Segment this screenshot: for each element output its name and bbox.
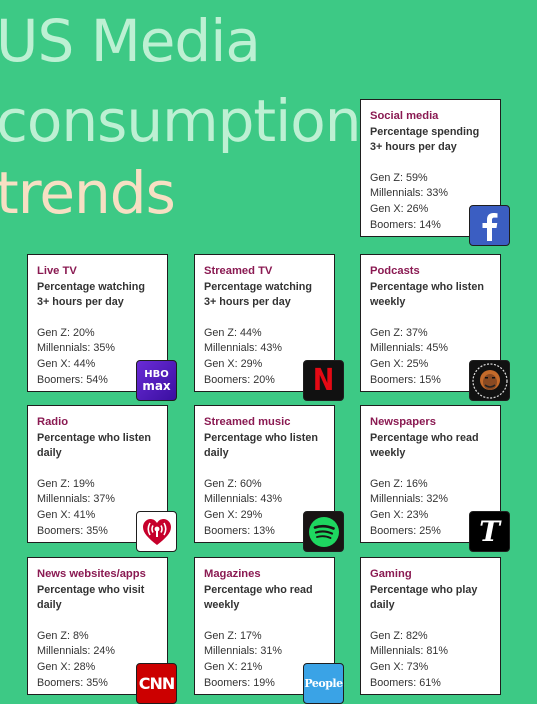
title-line-2: consumption <box>0 87 362 155</box>
spotify-logo <box>303 511 344 552</box>
card-live-tv: Live TV Percentage watching 3+ hours per… <box>27 254 177 401</box>
card-description: Percentage who listen daily <box>37 431 151 460</box>
stat-gen-x: Gen X: 26% <box>370 202 429 215</box>
card-title: Streamed TV <box>204 265 273 277</box>
new-york-times-logo: T <box>469 511 510 552</box>
card-title: News websites/apps <box>37 568 146 580</box>
stat-millennials: Millennials: 45% <box>370 342 449 355</box>
stat-gen-x: Gen X: 23% <box>370 508 429 521</box>
hbo-logo-text: HBO <box>144 368 169 380</box>
stat-gen-z: Gen Z: 8% <box>37 629 89 642</box>
card-description: Percentage who listen daily <box>204 431 318 460</box>
stat-boomers: Boomers: 13% <box>204 524 275 537</box>
stat-gen-x: Gen X: 28% <box>37 660 96 673</box>
card-radio: Radio Percentage who listen daily Gen Z:… <box>27 405 177 552</box>
card-streamed-music: Streamed music Percentage who listen dai… <box>194 405 344 552</box>
facebook-logo <box>469 205 510 246</box>
stat-boomers: Boomers: 20% <box>204 373 275 386</box>
nyt-t-glyph: T <box>479 514 500 548</box>
card-title: Podcasts <box>370 265 420 277</box>
card-title: Streamed music <box>204 416 291 428</box>
card-title: Live TV <box>37 265 77 277</box>
stat-millennials: Millennials: 24% <box>37 645 116 658</box>
stat-gen-z: Gen Z: 44% <box>204 326 262 339</box>
card-description: Percentage who read weekly <box>204 583 313 612</box>
stat-gen-x: Gen X: 25% <box>370 357 429 370</box>
stat-gen-x: Gen X: 29% <box>204 357 263 370</box>
stat-boomers: Boomers: 54% <box>37 373 108 386</box>
card-title: Radio <box>37 416 69 428</box>
iheartradio-logo <box>136 511 177 552</box>
stat-millennials: Millennials: 81% <box>370 645 449 658</box>
card-description: Percentage who visit daily <box>37 583 145 612</box>
stat-gen-z: Gen Z: 59% <box>370 171 428 184</box>
stat-boomers: Boomers: 35% <box>37 524 108 537</box>
card-description: Percentage watching 3+ hours per day <box>37 280 146 309</box>
stat-millennials: Millennials: 37% <box>37 493 116 506</box>
stat-boomers: Boomers: 25% <box>370 524 441 537</box>
card-magazines: Magazines Percentage who read weekly Gen… <box>194 557 344 704</box>
card-description: Percentage who listen weekly <box>370 280 484 309</box>
stat-millennials: Millennials: 35% <box>37 342 116 355</box>
cnn-logo: CNN <box>136 663 177 704</box>
card-title: Social media <box>370 110 439 122</box>
stat-gen-z: Gen Z: 16% <box>370 477 428 490</box>
people-logo: People <box>303 663 344 704</box>
stat-millennials: Millennials: 32% <box>370 493 449 506</box>
stat-gen-x: Gen X: 41% <box>37 508 96 521</box>
people-logo-text: People <box>304 676 343 690</box>
stat-gen-z: Gen Z: 60% <box>204 477 262 490</box>
stat-millennials: Millennials: 33% <box>370 187 449 200</box>
stat-gen-z: Gen Z: 19% <box>37 477 95 490</box>
card-title: Magazines <box>204 568 261 580</box>
card-news-websites: News websites/apps Percentage who visit … <box>27 557 177 704</box>
card-description: Percentage who read weekly <box>370 431 479 460</box>
stat-millennials: Millennials: 43% <box>204 342 283 355</box>
card-newspapers: Newspapers Percentage who read weekly Ge… <box>360 405 510 552</box>
stat-gen-z: Gen Z: 17% <box>204 629 262 642</box>
card-streamed-tv: Streamed TV Percentage watching 3+ hours… <box>194 254 344 401</box>
title-line-1: US Media <box>0 7 261 75</box>
stat-gen-x: Gen X: 73% <box>370 660 429 673</box>
card-description: Percentage watching 3+ hours per day <box>204 280 313 309</box>
joe-rogan-experience-logo <box>469 360 510 401</box>
stat-gen-x: Gen X: 44% <box>37 357 96 370</box>
card-title: Newspapers <box>370 416 436 428</box>
cnn-logo-text: CNN <box>138 673 176 693</box>
stat-millennials: Millennials: 31% <box>204 645 283 658</box>
stat-boomers: Boomers: 35% <box>37 676 108 689</box>
hbo-max-logo: HBO max <box>136 360 177 401</box>
stat-boomers: Boomers: 61% <box>370 676 441 689</box>
stat-boomers: Boomers: 19% <box>204 676 275 689</box>
card-social-media: Social media Percentage spending 3+ hour… <box>360 99 510 246</box>
netflix-n-glyph: N <box>312 362 335 398</box>
max-logo-text: max <box>142 378 171 393</box>
netflix-logo: N <box>303 360 344 401</box>
stat-boomers: Boomers: 14% <box>370 218 441 231</box>
stat-gen-x: Gen X: 21% <box>204 660 263 673</box>
card-podcasts: Podcasts Percentage who listen weekly Ge… <box>360 254 510 401</box>
stat-gen-z: Gen Z: 20% <box>37 326 95 339</box>
stat-gen-x: Gen X: 29% <box>204 508 263 521</box>
card-gaming: Gaming Percentage who play daily Gen Z: … <box>360 557 501 695</box>
card-description: Percentage spending 3+ hours per day <box>370 125 480 154</box>
card-title: Gaming <box>370 568 412 580</box>
card-description: Percentage who play daily <box>370 583 478 612</box>
stat-gen-z: Gen Z: 37% <box>370 326 428 339</box>
title-line-3: trends <box>0 159 176 227</box>
stat-boomers: Boomers: 15% <box>370 373 441 386</box>
stat-millennials: Millennials: 43% <box>204 493 283 506</box>
stat-gen-z: Gen Z: 82% <box>370 629 428 642</box>
